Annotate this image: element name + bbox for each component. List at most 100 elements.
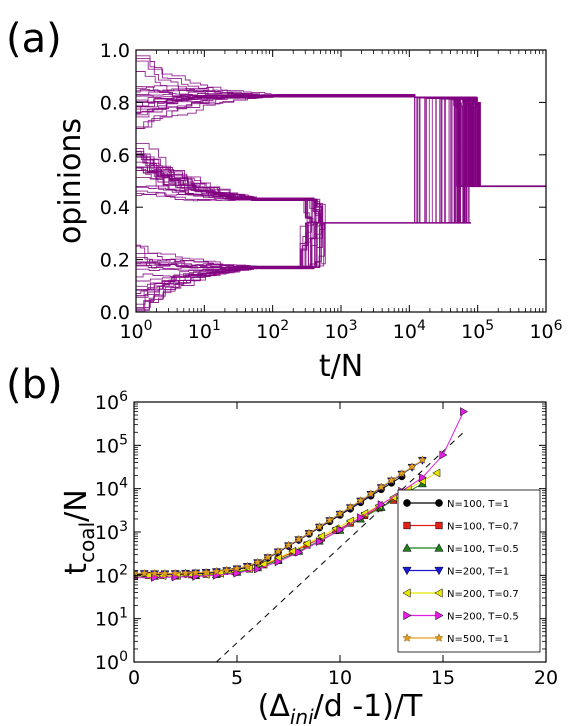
opinion-trajectory xyxy=(136,97,546,224)
series-marker xyxy=(403,499,411,507)
series-marker xyxy=(201,567,211,577)
opinion-trajectory xyxy=(136,99,546,224)
opinion-trajectory xyxy=(136,98,546,224)
legend-entry: N=100, T=1 xyxy=(403,499,509,510)
opinion-trajectory xyxy=(136,98,546,305)
opinion-trajectory xyxy=(136,95,546,187)
y-tick-label: 104 xyxy=(95,476,128,501)
opinion-trajectory xyxy=(136,94,546,187)
y-tick-label: 0.4 xyxy=(100,197,130,219)
panel-b-x-label: (Δini/d -1)/T xyxy=(258,689,423,726)
opinion-trajectory xyxy=(136,94,546,187)
opinion-trajectory xyxy=(136,71,546,187)
panel-a-x-label: t/N xyxy=(319,349,363,384)
series-marker xyxy=(232,563,242,573)
panel-a-label: (a) xyxy=(6,16,62,62)
x-tick-label: 0 xyxy=(128,667,140,689)
x-tick-label: 5 xyxy=(231,667,243,689)
opinion-trajectory xyxy=(136,60,546,187)
opinion-trajectory xyxy=(136,97,546,224)
series-marker xyxy=(356,495,366,505)
legend-label: N=500, T=1 xyxy=(447,634,509,645)
x-tick-label: 10 xyxy=(328,667,352,689)
series-marker xyxy=(403,610,412,621)
opinion-trajectory xyxy=(136,58,546,187)
series-marker xyxy=(304,528,314,537)
opinion-trajectory xyxy=(136,97,546,224)
series-marker xyxy=(439,450,448,460)
opinion-trajectory xyxy=(136,95,546,187)
y-tick-label: 0.2 xyxy=(100,250,130,272)
opinion-trajectory xyxy=(136,98,546,224)
opinion-trajectory xyxy=(136,55,546,187)
opinion-trajectory xyxy=(136,89,546,187)
series-marker xyxy=(295,547,304,557)
opinion-trajectory xyxy=(136,97,546,224)
opinion-trajectory xyxy=(136,95,546,187)
panel-a: (a) 100 101 102 103 104 105 106 0.00.20.40.60.… xyxy=(6,16,563,384)
series-marker xyxy=(284,540,293,550)
series-marker xyxy=(434,543,444,552)
series-marker xyxy=(435,499,443,507)
opinion-trajectory xyxy=(136,97,546,224)
series-marker xyxy=(402,633,412,642)
opinion-trajectory xyxy=(136,96,546,268)
opinion-trajectories xyxy=(136,55,546,313)
series-marker xyxy=(357,513,366,523)
opinion-trajectory xyxy=(136,97,546,224)
legend-entry: N=200, T=1 xyxy=(402,566,509,578)
opinion-trajectory xyxy=(136,96,546,269)
panel-b-y-label: tcoal/N xyxy=(59,489,99,574)
opinion-trajectory xyxy=(136,97,546,269)
panel-a-y-ticks: 0.0 0.2 0.4 0.6 0.8 1.0 xyxy=(100,40,546,324)
x-tick-label: 15 xyxy=(431,667,455,689)
series-marker xyxy=(263,552,273,561)
opinion-trajectory xyxy=(136,96,546,224)
series-marker xyxy=(377,500,386,509)
panel-b-y-ticks: 100 101 102 103 104 105 106 xyxy=(95,389,546,674)
series-marker xyxy=(402,543,412,552)
series-marker xyxy=(170,568,180,578)
opinion-trajectory xyxy=(136,97,546,224)
series-marker xyxy=(134,568,139,577)
legend-label: N=100, T=0.7 xyxy=(447,522,519,533)
opinion-trajectory xyxy=(136,94,546,187)
series-marker xyxy=(402,566,412,576)
series-marker xyxy=(222,565,232,575)
series-marker xyxy=(242,561,252,570)
series-marker xyxy=(418,473,427,483)
opinion-trajectory xyxy=(136,98,546,224)
series-marker xyxy=(254,564,263,574)
legend-entry: N=100, T=0.7 xyxy=(403,522,519,533)
opinion-trajectory xyxy=(136,97,546,224)
series-marker xyxy=(366,489,376,498)
x-tick-label: 102 xyxy=(256,318,289,343)
legend-label: N=100, T=0.5 xyxy=(447,544,519,555)
opinion-trajectory xyxy=(136,97,546,224)
x-tick-label: 104 xyxy=(393,318,426,343)
opinion-trajectory xyxy=(136,85,546,187)
series-3 xyxy=(134,479,427,580)
panel-a-x-ticks: 100 101 102 103 104 105 106 xyxy=(119,50,563,343)
series-marker xyxy=(302,539,311,549)
opinion-trajectory xyxy=(136,97,546,224)
opinion-trajectory xyxy=(136,97,546,224)
opinion-trajectory xyxy=(136,95,546,187)
y-tick-label: 0.6 xyxy=(100,145,130,167)
x-tick-label: 103 xyxy=(324,318,357,343)
opinion-trajectory xyxy=(136,97,546,271)
series-marker xyxy=(274,557,283,567)
series-marker xyxy=(387,475,396,485)
opinion-trajectory xyxy=(136,98,546,224)
opinion-trajectory xyxy=(136,94,546,187)
opinion-trajectory xyxy=(136,96,546,311)
series-marker xyxy=(325,515,335,524)
series-marker xyxy=(376,482,386,491)
legend-label: N=200, T=1 xyxy=(447,567,509,578)
series-2 xyxy=(134,488,412,579)
series-marker xyxy=(335,509,345,518)
opinion-trajectory xyxy=(136,94,546,187)
x-tick-label: 20 xyxy=(534,667,558,689)
opinion-trajectory xyxy=(136,94,546,187)
series-marker xyxy=(345,502,355,511)
